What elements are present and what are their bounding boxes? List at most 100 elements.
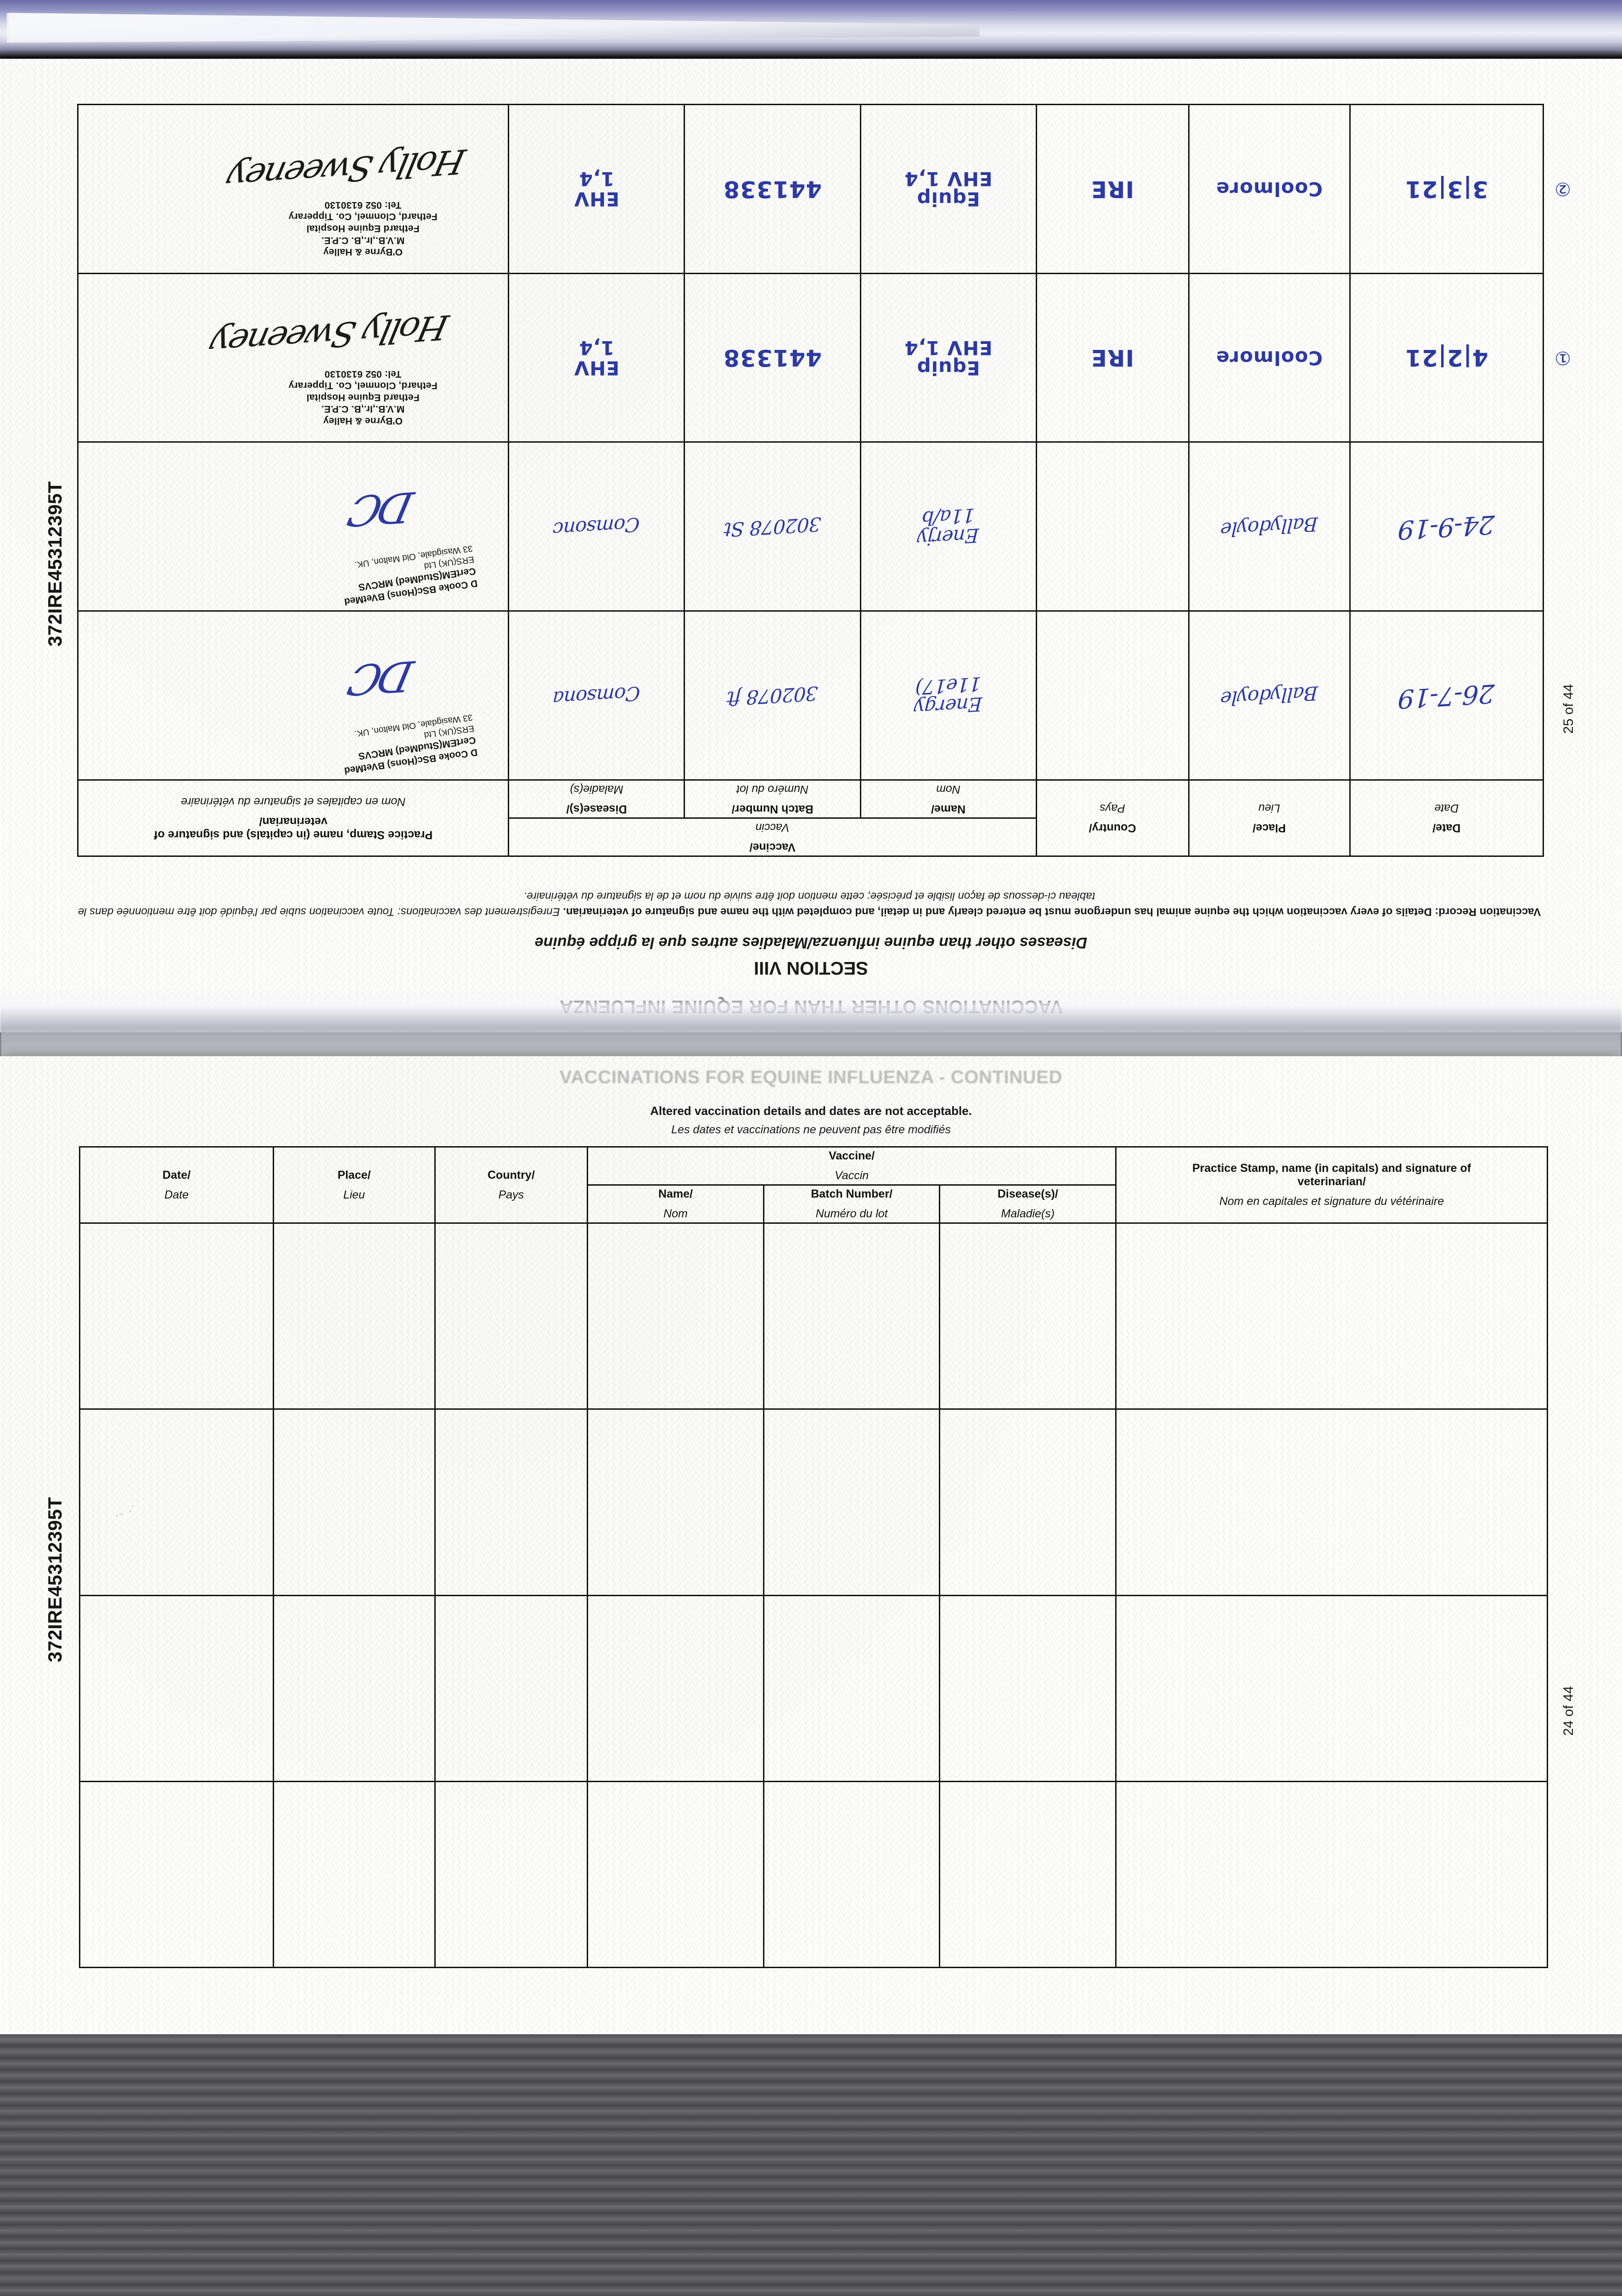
- cell-place[interactable]: Coolmore: [1189, 104, 1350, 274]
- table-row[interactable]: [79, 1408, 1548, 1596]
- cell-country[interactable]: [434, 1408, 589, 1596]
- cell-practice-stamp[interactable]: [1115, 1594, 1548, 1782]
- col-header-place-en: Place/: [337, 1168, 371, 1182]
- cell-batch-number[interactable]: [763, 1780, 941, 1969]
- vaccination-table-section-viii: Date/ Date Place/ Lieu Country/ Pays: [77, 104, 1571, 857]
- cell-vaccine-name[interactable]: Equip EHV 1,4: [860, 273, 1037, 442]
- cell-batch-number[interactable]: [763, 1408, 941, 1596]
- col-header-place-en: Place/: [1252, 822, 1286, 835]
- cell-place[interactable]: [273, 1408, 436, 1596]
- cell-batch-number[interactable]: 302078 ft: [685, 611, 861, 780]
- cell-country[interactable]: [1036, 611, 1189, 780]
- table-row[interactable]: 24-9-19 Ballydoyle Enerjy 11: [78, 442, 1543, 611]
- handwritten-vaccine-name-line2: 11e17): [915, 672, 982, 699]
- cell-vaccine-name[interactable]: [587, 1222, 764, 1410]
- cell-diseases[interactable]: [939, 1594, 1117, 1782]
- cell-practice-stamp[interactable]: [1115, 1222, 1548, 1410]
- table-row[interactable]: 4|2|21 ① Coolmore IRE Equip EH: [78, 273, 1571, 442]
- table-row[interactable]: 3|3|21 ② Coolmore IRE Equip EH: [78, 104, 1571, 274]
- cell-batch-number[interactable]: [763, 1594, 941, 1782]
- cell-diseases[interactable]: Comsonc: [508, 442, 685, 611]
- cell-date[interactable]: 26-7-19: [1350, 611, 1543, 780]
- entry-marker: ②: [1555, 178, 1571, 200]
- handwritten-place: Coolmore: [1216, 178, 1323, 201]
- instructions-english: Vaccination Record: Details of every vac…: [563, 906, 1541, 918]
- col-header-batch-en: Batch Number/: [811, 1187, 892, 1200]
- table-header-row: Date/ Date Place/ Lieu Country/ Pays V: [79, 1146, 1548, 1224]
- cell-place[interactable]: [273, 1222, 436, 1410]
- cell-diseases[interactable]: [939, 1222, 1117, 1410]
- cell-place[interactable]: Ballydoyle: [1189, 442, 1350, 611]
- cell-diseases[interactable]: EHV 1,4: [508, 104, 685, 274]
- table-row[interactable]: [79, 1222, 1548, 1410]
- handwritten-vaccine-name-line2: EHV 1,4: [904, 337, 993, 360]
- vaccination-table-wrapper: Date/ Date Place/ Lieu Country/ Pays: [77, 104, 1571, 857]
- cell-place[interactable]: [273, 1780, 436, 1969]
- table-row[interactable]: [79, 1780, 1548, 1969]
- cell-vaccine-name[interactable]: Enerjy 11a/b: [860, 442, 1037, 611]
- cell-vaccine-name[interactable]: Energy 11e17): [860, 611, 1037, 780]
- col-header-diseases: Disease(s)/ Maladie(s): [508, 780, 685, 818]
- stamp-line-2: M.V.B.,Ir.,B. C.P.E.: [321, 404, 405, 415]
- col-header-country-en: Country/: [1089, 822, 1136, 835]
- handwritten-place: Ballydoyle: [1220, 512, 1319, 541]
- cell-diseases[interactable]: EHV 1,4: [508, 273, 685, 442]
- cell-country[interactable]: [434, 1222, 589, 1410]
- col-header-practice-stamp: Practice Stamp, name (in capitals) and s…: [1115, 1146, 1548, 1224]
- col-header-disease-en: Disease(s)/: [566, 803, 627, 816]
- cell-practice-stamp[interactable]: [1115, 1780, 1548, 1969]
- col-header-stamp-fr: Nom en capitales et signature du vétérin…: [1219, 1195, 1444, 1208]
- cell-batch-number[interactable]: 441338: [685, 104, 861, 274]
- cell-practice-stamp[interactable]: D Cooke BSc(Hons) BVetMed CertEM(StudMed…: [78, 611, 509, 780]
- altered-details-warning-en: Altered vaccination details and dates ar…: [650, 1104, 972, 1118]
- vaccination-table-body: 26-7-19 Ballydoyle Energy 11: [78, 104, 1571, 780]
- cell-place[interactable]: Coolmore: [1189, 273, 1350, 442]
- cell-date[interactable]: [79, 1408, 274, 1596]
- cell-batch-number[interactable]: 441338: [685, 273, 861, 442]
- cell-diseases[interactable]: Comsona: [508, 611, 685, 780]
- cell-date[interactable]: [79, 1780, 274, 1969]
- cell-diseases[interactable]: [939, 1408, 1117, 1596]
- table-row[interactable]: [79, 1594, 1548, 1782]
- cell-batch-number[interactable]: [763, 1222, 941, 1410]
- cell-practice-stamp[interactable]: O'Byrne & Halley M.V.B.,Ir.,B. C.P.E. Fe…: [78, 104, 509, 274]
- cell-practice-stamp[interactable]: D Cooke BSc(Hons) BVetMed CertEM(StudMed…: [78, 442, 509, 611]
- cell-date[interactable]: 24-9-19: [1350, 442, 1543, 611]
- cell-practice-stamp[interactable]: [1115, 1408, 1548, 1596]
- stamp-line-1: O'Byrne & Halley: [323, 247, 403, 258]
- cell-vaccine-name[interactable]: [587, 1780, 764, 1969]
- cell-country[interactable]: [1036, 442, 1189, 611]
- cell-country[interactable]: [434, 1780, 589, 1969]
- cell-vaccine-name[interactable]: [587, 1408, 764, 1596]
- cell-practice-stamp[interactable]: O'Byrne & Halley M.V.B.,Ir.,B. C.P.E. Fe…: [78, 273, 509, 442]
- cell-date[interactable]: [79, 1594, 274, 1782]
- cell-batch-number[interactable]: 302078 St: [685, 442, 861, 611]
- handwritten-vaccine-name-line2: 11a/b: [921, 504, 976, 530]
- handwritten-disease-line1: EHV: [573, 188, 620, 211]
- cell-date[interactable]: [79, 1222, 274, 1410]
- cell-vaccine-name[interactable]: [587, 1594, 764, 1782]
- cell-date[interactable]: 4|2|21 ①: [1350, 273, 1571, 442]
- col-header-vaccine-en: Vaccine/: [749, 841, 796, 854]
- col-header-disease-fr: Maladie(s): [570, 783, 623, 796]
- handwritten-country: IRE: [1090, 344, 1134, 371]
- cell-place[interactable]: Ballydoyle: [1189, 611, 1350, 780]
- passport-id-upper: 372IRE45312395T: [44, 481, 66, 647]
- cell-vaccine-name[interactable]: Equip EHV 1,4: [860, 104, 1037, 274]
- vet-stamp-cooke: D Cooke BSc(Hons) BVetMed CertEM(StudMed…: [338, 542, 478, 608]
- cell-date[interactable]: 3|3|21 ②: [1350, 104, 1571, 274]
- vet-signature: Holly Sweeney: [208, 307, 452, 363]
- table-row[interactable]: 26-7-19 Ballydoyle Energy 11: [78, 611, 1543, 780]
- cell-country[interactable]: [434, 1594, 589, 1782]
- cell-country[interactable]: IRE: [1036, 273, 1189, 442]
- section-heading: SECTION VIII: [754, 958, 868, 978]
- handwritten-batch-number: 302078 St: [723, 512, 822, 541]
- col-header-name-fr: Nom: [663, 1207, 688, 1220]
- lower-page-banner: VACCINATIONS FOR EQUINE INFLUENZA - CONT…: [559, 1067, 1063, 1087]
- vet-stamp-obyrne-halley: O'Byrne & Halley M.V.B.,Ir.,B. C.P.E. Fe…: [288, 199, 437, 258]
- col-header-place: Place/ Lieu: [273, 1146, 436, 1224]
- cell-diseases[interactable]: [939, 1780, 1117, 1969]
- col-header-date-en: Date/: [1432, 822, 1461, 835]
- cell-country[interactable]: IRE: [1036, 104, 1189, 274]
- cell-place[interactable]: [273, 1594, 436, 1782]
